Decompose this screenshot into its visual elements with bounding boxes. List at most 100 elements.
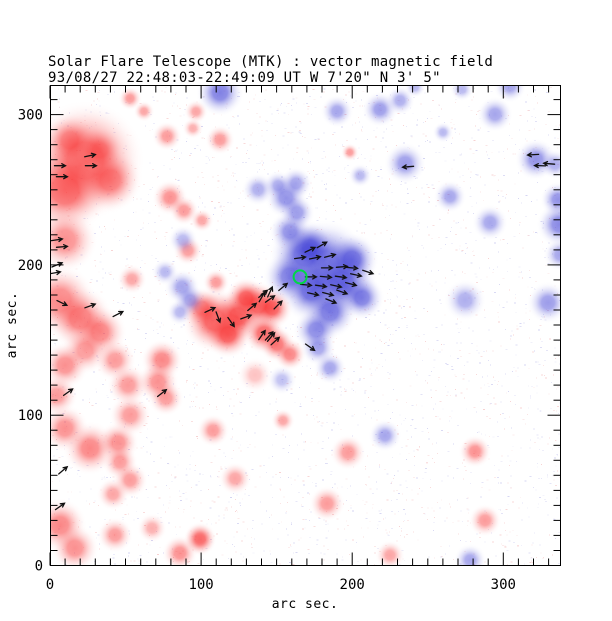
noise-speck — [386, 293, 388, 295]
noise-speck — [414, 456, 416, 457]
noise-speck — [553, 410, 555, 412]
noise-speck — [446, 431, 449, 433]
noise-speck — [218, 449, 221, 451]
noise-speck — [385, 529, 387, 531]
noise-speck — [371, 417, 372, 419]
noise-speck — [340, 394, 342, 396]
noise-speck — [182, 493, 185, 495]
noise-speck — [232, 415, 234, 417]
noise-speck — [233, 389, 235, 390]
noise-speck — [216, 406, 218, 408]
noise-speck — [506, 550, 509, 551]
noise-speck — [263, 252, 265, 253]
noise-speck — [432, 443, 433, 445]
noise-speck — [167, 522, 170, 524]
noise-speck — [543, 87, 545, 89]
noise-speck — [356, 158, 358, 159]
noise-speck — [290, 104, 292, 106]
noise-speck — [313, 170, 315, 171]
noise-speck — [396, 499, 398, 501]
noise-speck — [428, 374, 431, 376]
noise-speck — [208, 157, 210, 159]
noise-speck — [151, 255, 153, 257]
noise-speck — [435, 416, 438, 417]
noise-speck — [428, 432, 429, 433]
noise-speck — [559, 477, 561, 479]
noise-speck — [529, 475, 532, 477]
noise-speck — [217, 180, 220, 182]
noise-speck — [449, 415, 451, 417]
noise-speck — [413, 450, 415, 452]
noise-speck — [320, 552, 322, 554]
noise-speck — [438, 181, 440, 183]
noise-speck — [548, 534, 550, 536]
noise-speck — [207, 380, 210, 382]
noise-speck — [510, 487, 512, 489]
noise-speck — [422, 478, 424, 480]
noise-speck — [488, 385, 490, 387]
noise-speck — [332, 171, 334, 173]
noise-speck — [212, 214, 214, 215]
noise-speck — [148, 474, 150, 476]
noise-speck — [359, 222, 361, 224]
positive-polarity-blob — [308, 485, 346, 522]
noise-speck — [366, 455, 368, 457]
noise-speck — [300, 537, 302, 539]
noise-speck — [279, 563, 281, 565]
noise-speck — [300, 122, 302, 124]
noise-speck — [254, 486, 257, 488]
noise-speck — [371, 195, 374, 197]
noise-speck — [494, 175, 496, 177]
noise-speck — [464, 272, 466, 274]
noise-speck — [504, 545, 506, 547]
noise-speck — [377, 175, 380, 177]
noise-speck — [390, 184, 392, 186]
noise-speck — [414, 310, 416, 312]
noise-speck — [439, 303, 442, 304]
noise-speck — [461, 249, 464, 251]
negative-polarity-blob — [432, 121, 454, 143]
noise-speck — [557, 355, 559, 357]
noise-speck — [231, 412, 233, 414]
noise-speck — [453, 220, 456, 222]
noise-speck — [217, 496, 220, 498]
noise-speck — [246, 528, 248, 530]
noise-speck — [384, 300, 386, 302]
noise-speck — [167, 463, 169, 465]
noise-speck — [320, 425, 323, 427]
noise-speck — [454, 274, 456, 276]
noise-speck — [243, 357, 245, 359]
noise-speck — [375, 369, 377, 371]
noise-speck — [256, 112, 258, 114]
noise-speck — [272, 476, 274, 478]
noise-speck — [297, 475, 299, 477]
noise-speck — [466, 211, 469, 213]
noise-speck — [122, 517, 124, 519]
noise-speck — [497, 311, 499, 313]
noise-speck — [345, 389, 348, 391]
noise-speck — [309, 368, 311, 370]
noise-speck — [492, 436, 495, 438]
noise-speck — [524, 138, 526, 140]
noise-speck — [406, 430, 408, 432]
noise-speck — [486, 415, 488, 417]
noise-speck — [262, 163, 264, 164]
noise-speck — [507, 482, 509, 484]
noise-speck — [345, 520, 347, 522]
noise-speck — [440, 248, 442, 250]
noise-speck — [289, 544, 291, 546]
noise-speck — [190, 421, 193, 423]
noise-speck — [515, 403, 516, 405]
noise-speck — [406, 459, 408, 460]
noise-speck — [222, 517, 225, 519]
noise-speck — [178, 508, 180, 510]
noise-speck — [536, 199, 538, 201]
noise-speck — [406, 126, 408, 127]
noise-speck — [217, 175, 219, 176]
field-vector — [320, 265, 334, 271]
noise-speck — [319, 217, 320, 219]
noise-speck — [367, 139, 368, 141]
noise-speck — [247, 109, 249, 111]
noise-speck — [171, 481, 173, 482]
noise-speck — [378, 520, 381, 522]
